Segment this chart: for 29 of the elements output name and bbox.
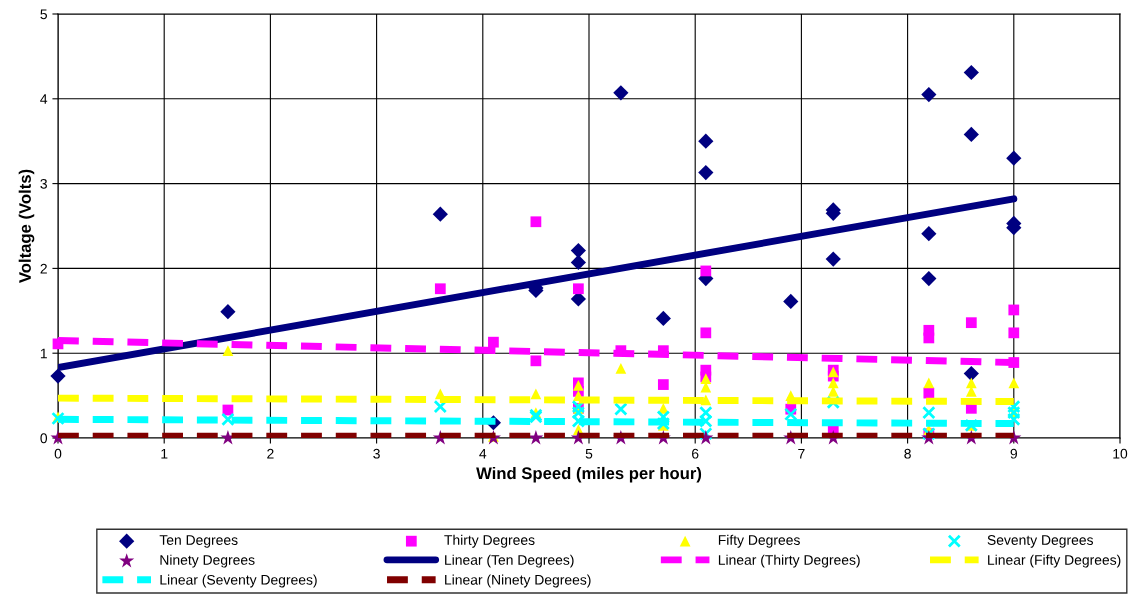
legend-label: Linear (Fifty Degrees) bbox=[988, 554, 1121, 568]
legend-label: Fifty Degrees bbox=[718, 534, 800, 548]
legend-label: Thirty Degrees bbox=[444, 534, 535, 548]
x-axis-title: Wind Speed (miles per hour) bbox=[476, 466, 702, 483]
y-tick-label: 5 bbox=[40, 9, 47, 20]
x-tick-label: 5 bbox=[585, 448, 593, 459]
legend-label: Linear (Thirty Degrees) bbox=[718, 554, 860, 568]
y-axis-title: Voltage (Volts) bbox=[18, 169, 35, 283]
y-tick-label: 1 bbox=[40, 348, 47, 359]
x-tick-label: 4 bbox=[479, 448, 487, 459]
y-tick-label: 4 bbox=[40, 94, 48, 104]
legend-label: Linear (Ten Degrees) bbox=[445, 554, 574, 568]
y-tick-label: 0 bbox=[40, 433, 48, 444]
y-tick-label: 2 bbox=[40, 263, 47, 274]
y-tick-label: 3 bbox=[40, 178, 47, 189]
x-tick-label: 2 bbox=[267, 448, 274, 459]
x-tick-label: 0 bbox=[54, 448, 62, 459]
x-tick-label: 6 bbox=[692, 448, 699, 459]
legend-label: Seventy Degrees bbox=[987, 535, 1093, 548]
x-tick-label: 1 bbox=[161, 448, 168, 459]
legend-label: Linear (Ninety Degrees) bbox=[445, 574, 591, 588]
legend-label: Linear (Seventy Degrees) bbox=[160, 574, 317, 588]
x-tick-label: 9 bbox=[1010, 448, 1017, 459]
x-tick-label: 10 bbox=[1113, 448, 1128, 459]
legend-label: Ninety Degrees bbox=[160, 554, 255, 568]
x-tick-label: 8 bbox=[904, 448, 911, 459]
legend-label: Ten Degrees bbox=[159, 535, 238, 548]
x-tick-label: 3 bbox=[373, 448, 380, 459]
x-tick-label: 7 bbox=[798, 448, 805, 459]
